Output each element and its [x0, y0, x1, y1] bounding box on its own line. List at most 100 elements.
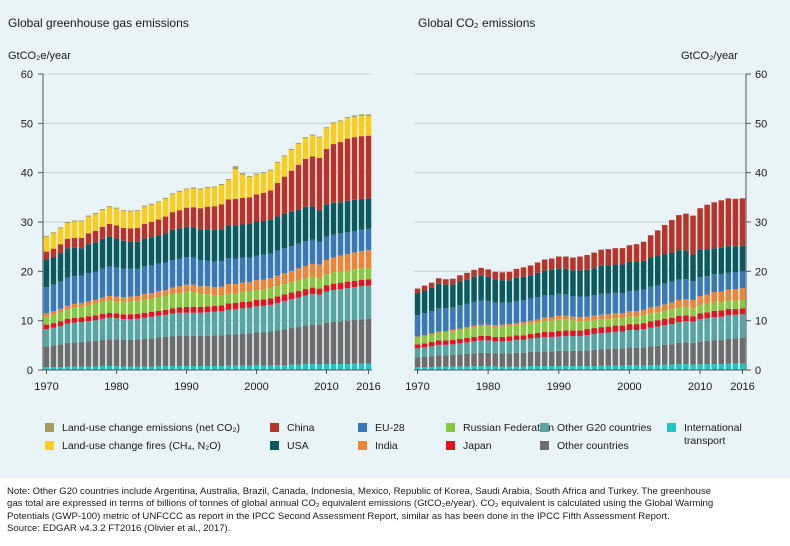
co2-bar-segment [577, 321, 583, 331]
co2-bar-segment [711, 317, 717, 341]
ghg-bar-segment [127, 296, 134, 302]
co2-bar-segment [676, 315, 682, 323]
ghg-bar-segment [302, 158, 309, 207]
co2-bar-segment [520, 352, 527, 367]
co2-bar-segment [464, 272, 470, 280]
co2-bar-segment [556, 268, 562, 294]
co2-bar-segment [485, 340, 491, 353]
ghg-bar-segment [281, 213, 288, 249]
ghg-bar-segment [204, 366, 211, 370]
ghg-bar-segment [274, 302, 281, 331]
ghg-bar-segment [64, 309, 71, 319]
co2-bar-segment [443, 366, 449, 370]
co2-bar-segment [541, 320, 548, 333]
co2-bar-segment [541, 336, 548, 352]
co2-bar-segment [520, 322, 527, 325]
ghg-bar-segment [78, 317, 85, 323]
co2-bar-segment [676, 364, 682, 370]
ghg-bar-segment [204, 306, 211, 313]
co2-bar-segment [548, 366, 555, 370]
ghg-bar-segment [337, 282, 344, 290]
co2-bar-segment [640, 347, 647, 366]
ghg-bar-segment [274, 250, 281, 276]
legend-label: China [287, 422, 315, 434]
legend-item: Russian Federation [446, 422, 554, 434]
ghg-bar-segment [288, 282, 295, 293]
co2-bar-segment [527, 265, 534, 276]
ghg-bar-segment [253, 174, 260, 195]
ghg-bar-segment [155, 315, 162, 338]
ghg-x-tick-label: 1970 [34, 381, 58, 393]
legend-label: Other G20 countries [557, 422, 652, 434]
co2-bar-segment [591, 295, 597, 316]
co2-bar-segment [421, 367, 428, 370]
ghg-bar-segment [218, 366, 225, 370]
ghg-bar-segment [323, 128, 330, 149]
ghg-bar-segment [337, 271, 344, 283]
ghg-bar-segment [316, 137, 323, 158]
co2-bar-segment [598, 249, 604, 266]
co2-bar-segment [492, 279, 498, 303]
co2-bar-segment [725, 315, 732, 339]
ghg-bar-segment [246, 365, 253, 370]
ghg-bar-segment [253, 290, 260, 300]
co2-bar-segment [584, 350, 590, 367]
ghg-bar-segment [232, 334, 239, 366]
co2-bar-segment [435, 366, 442, 370]
ghg-bar-segment [358, 198, 365, 230]
co2-bar-segment [506, 336, 513, 341]
ghg-bar-segment [120, 210, 127, 212]
ghg-bar-segment [239, 174, 246, 198]
legend-label: International [684, 422, 742, 434]
ghg-bar-segment [358, 319, 365, 364]
co2-bar-segment [654, 285, 661, 307]
ghg-bar-segment [162, 290, 169, 296]
ghg-bar-segment [302, 206, 309, 242]
ghg-bar-segment [323, 274, 330, 286]
ghg-bar-segment [232, 284, 239, 294]
ghg-bar-segment [246, 301, 253, 308]
co2-bar-segment [732, 198, 739, 247]
co2-bar-segment [725, 289, 732, 301]
co2-bar-segment [443, 331, 449, 333]
ghg-bar-segment [295, 327, 302, 365]
ghg-bar-segment [176, 191, 183, 211]
ghg-bar-segment [260, 221, 267, 255]
co2-bar-segment [492, 366, 498, 370]
ghg-bar-segment [106, 366, 113, 370]
co2-bar-segment [732, 289, 739, 301]
ghg-bar-segment [232, 302, 239, 310]
legend-swatch [540, 441, 549, 450]
ghg-bar-segment [358, 136, 365, 199]
ghg-bar-segment [253, 299, 260, 307]
ghg-bar-segment [183, 306, 190, 313]
ghg-bar-segment [50, 323, 57, 328]
co2-bar-segment [464, 279, 470, 304]
ghg-bar-segment [225, 180, 232, 200]
co2-bar-segment [633, 244, 640, 262]
co2-bar-segment [577, 296, 583, 318]
co2-bar-segment [414, 315, 421, 337]
co2-bar-segment [499, 336, 506, 342]
ghg-bar-segment [71, 220, 78, 222]
ghg-bar-segment [365, 115, 372, 136]
co2-bar-segment [725, 300, 732, 309]
ghg-bar-segment [246, 177, 253, 198]
legend-swatch [540, 423, 549, 432]
ghg-bar-segment [176, 228, 183, 259]
ghg-bar-segment [330, 364, 337, 370]
ghg-bar-segment [155, 219, 162, 236]
legend-item: India [358, 440, 398, 452]
ghg-bar-segment [225, 293, 232, 304]
ghg-bar-segment [274, 286, 281, 297]
ghg-bar-segment [281, 294, 288, 301]
co2-bar-segment [457, 281, 463, 306]
ghg-bar-segment [162, 197, 169, 199]
ghg-bar-segment [141, 205, 148, 207]
ghg-bar-segment [302, 325, 309, 365]
ghg-bar-segment [239, 197, 246, 225]
co2-bar-segment [605, 265, 612, 294]
ghg-bar-segment [155, 263, 162, 292]
co2-bar-segment [506, 271, 513, 281]
